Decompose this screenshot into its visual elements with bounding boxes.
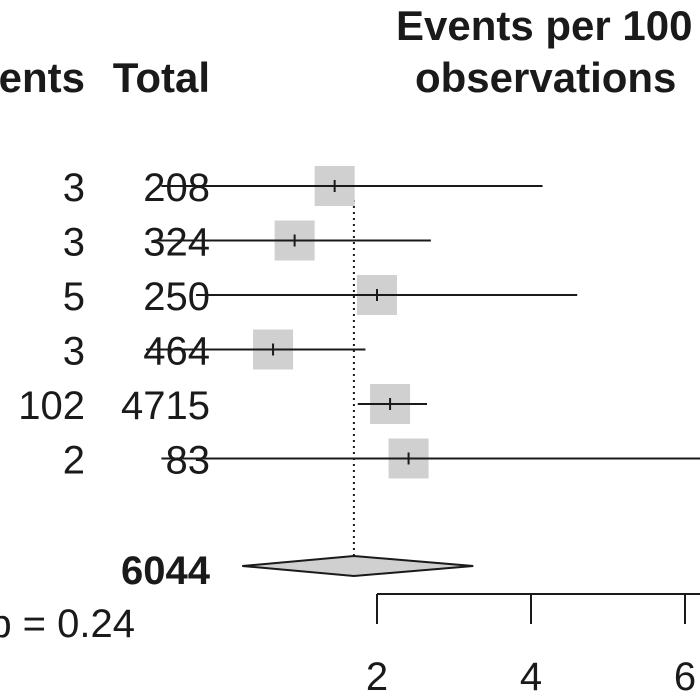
study-events: 3 — [63, 166, 85, 210]
heterogeneity-p-value: p = 0.24 — [0, 602, 135, 646]
summary-total: 6044 — [121, 549, 211, 593]
metric-header-line2: observations — [415, 54, 676, 101]
study-total: 464 — [143, 330, 210, 374]
pooled-estimate-diamond — [242, 554, 474, 578]
x-axis-tick-label: 6 — [674, 655, 696, 699]
plot-area — [146, 166, 700, 578]
study-events: 3 — [63, 330, 85, 374]
study-total: 4715 — [121, 384, 210, 428]
study-total: 208 — [143, 166, 210, 210]
study-events: 3 — [63, 221, 85, 265]
study-total: 83 — [166, 439, 211, 483]
events-column-header: ents — [0, 54, 85, 101]
study-events: 5 — [63, 275, 85, 319]
x-axis: 2 4 6 — [366, 593, 700, 699]
study-total: 250 — [143, 275, 210, 319]
x-axis-tick-label: 2 — [366, 655, 388, 699]
study-events: 2 — [63, 439, 85, 483]
study-events: 102 — [18, 384, 85, 428]
total-column-header: Total — [113, 54, 210, 101]
x-axis-tick-label: 4 — [520, 655, 542, 699]
study-total: 324 — [143, 221, 210, 265]
metric-header-line1: Events per 100 — [396, 2, 693, 49]
study-table: 3 208 3 324 5 250 3 464 102 4715 2 83 — [18, 166, 210, 483]
